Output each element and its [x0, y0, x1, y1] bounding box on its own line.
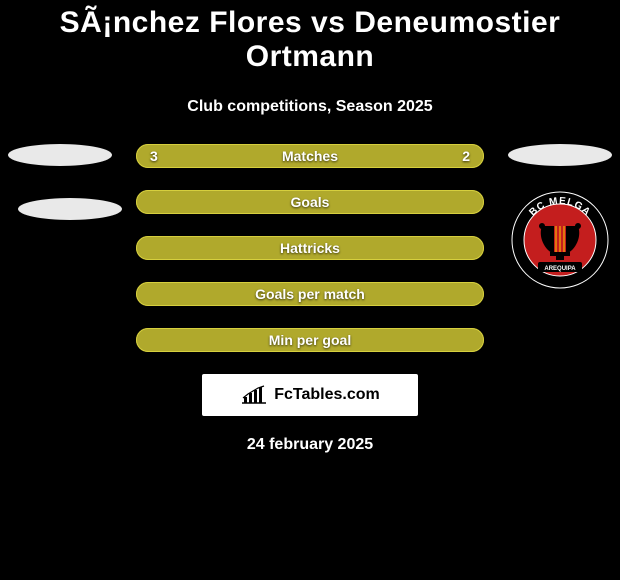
- club-right-badge: BC MELGA AREQUIPA: [510, 190, 610, 290]
- stat-row-matches: 3 Matches 2: [136, 144, 484, 168]
- content-area: BC MELGA AREQUIPA: [0, 144, 620, 454]
- stat-label: Hattricks: [280, 240, 340, 256]
- player-left-placeholder: [8, 144, 112, 166]
- stat-label: Min per goal: [269, 332, 351, 348]
- comparison-card: SÃ¡nchez Flores vs Deneumostier Ortmann …: [0, 0, 620, 580]
- brand-box[interactable]: FcTables.com: [202, 374, 418, 416]
- stat-label: Goals: [291, 194, 330, 210]
- stat-row-gpm: Goals per match: [136, 282, 484, 306]
- page-title: SÃ¡nchez Flores vs Deneumostier Ortmann: [0, 0, 620, 74]
- club-badge-icon: BC MELGA AREQUIPA: [510, 190, 610, 290]
- club-left-placeholder: [18, 198, 122, 220]
- player-right-placeholder: [508, 144, 612, 166]
- stat-row-mpg: Min per goal: [136, 328, 484, 352]
- stat-row-hattricks: Hattricks: [136, 236, 484, 260]
- club-badge-bottom-text: AREQUIPA: [544, 266, 576, 272]
- stat-right-value: 2: [462, 148, 470, 164]
- stat-label: Goals per match: [255, 286, 365, 302]
- brand-text: FcTables.com: [274, 386, 380, 404]
- stat-left-value: 3: [150, 148, 158, 164]
- footer-date: 24 february 2025: [0, 436, 620, 454]
- stat-row-goals: Goals: [136, 190, 484, 214]
- page-subtitle: Club competitions, Season 2025: [0, 98, 620, 116]
- bar-chart-icon: [240, 385, 268, 405]
- stat-label: Matches: [282, 148, 338, 164]
